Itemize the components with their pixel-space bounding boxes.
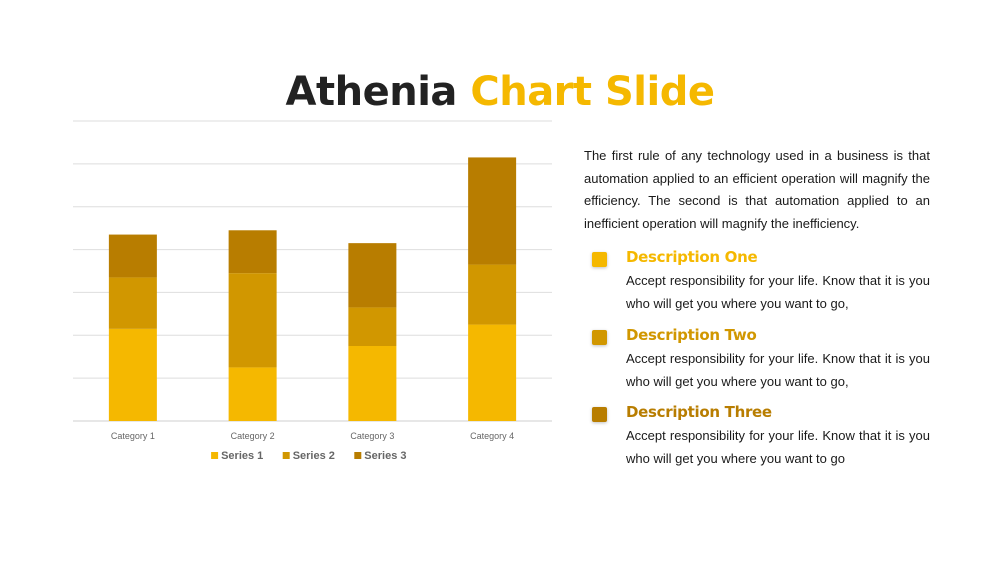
legend-swatch: [354, 452, 362, 459]
x-tick-label: Category 4: [470, 431, 514, 441]
stacked-bar-chart: Category 1 Category 2 Category 3 Category 4…: [73, 120, 552, 462]
title-word-1: Athenia: [285, 69, 458, 115]
slide-title: Athenia Chart Slide: [0, 66, 1000, 118]
x-tick-label: Category 3: [350, 431, 394, 441]
bullet-icon: [592, 252, 607, 267]
x-tick-label: Category 2: [231, 431, 275, 441]
bar-segment: [228, 367, 277, 421]
bar-segment: [468, 264, 517, 325]
legend-swatch: [211, 452, 219, 459]
bullet-icon: [592, 407, 607, 422]
legend-swatch: [282, 452, 290, 459]
bar-segment: [468, 157, 517, 265]
description-heading: Description One: [626, 248, 758, 266]
title-word-2: Chart Slide: [470, 69, 715, 115]
legend-label: Series 3: [364, 450, 406, 462]
description-text: Accept responsibility for your life. Kno…: [626, 428, 930, 466]
bar-segment: [348, 346, 397, 421]
description-heading: Description Two: [626, 326, 757, 344]
description-text: Accept responsibility for your life. Kno…: [626, 273, 930, 311]
description-text: Accept responsibility for your life. Kno…: [626, 351, 930, 389]
bar-segment: [468, 324, 517, 421]
x-tick-label: Category 1: [111, 431, 155, 441]
bar-segment: [228, 273, 277, 368]
intro-paragraph: The first rule of any technology used in…: [584, 148, 930, 231]
legend-label: Series 2: [293, 450, 335, 462]
bar-segment: [108, 277, 157, 329]
description-heading: Description Three: [626, 403, 772, 421]
legend-label: Series 1: [221, 450, 263, 462]
bullet-icon: [592, 330, 607, 345]
bar-segment: [108, 234, 157, 278]
bar-segment: [348, 243, 397, 308]
bar-segment: [108, 328, 157, 421]
bar-segment: [348, 307, 397, 346]
bar-segment: [228, 230, 277, 274]
